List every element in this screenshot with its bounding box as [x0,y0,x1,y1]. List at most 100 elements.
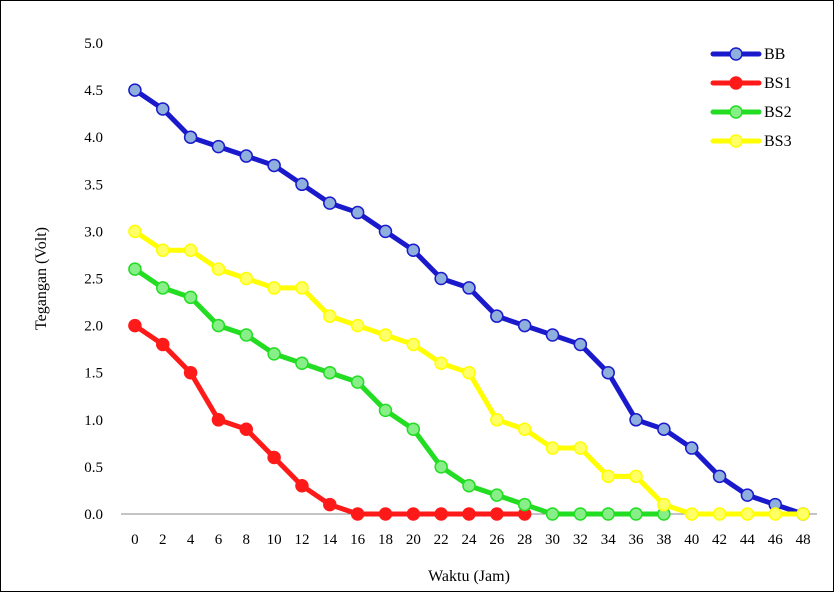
y-tick-label: 0.5 [84,460,103,476]
y-tick-label: 1.0 [84,413,103,429]
data-point-bs2 [128,262,142,276]
x-tick-label: 12 [294,532,309,548]
data-point-bs1 [156,337,170,352]
legend-label-bs3: BS3 [764,133,792,150]
data-point-bs3 [406,337,421,352]
data-point-bs3 [684,507,699,521]
data-point-bs3 [295,281,309,295]
data-point-bs2 [629,507,643,521]
x-tick-label: 4 [187,532,195,548]
data-point-bs1 [350,507,365,521]
legend-label-bb: BB [764,46,785,63]
x-tick-label: 2 [159,532,167,548]
data-point-bs3 [378,328,393,342]
data-point-bs1 [295,478,309,493]
data-point-bs2 [156,281,170,295]
data-point-bb [434,271,448,286]
legend-marker-bs3 [729,134,743,148]
data-point-bs1 [267,450,281,465]
data-point-bs2 [323,365,337,380]
data-point-bb [156,102,170,116]
y-tick-label: 3.5 [84,177,103,193]
data-point-bs3 [350,318,365,333]
data-point-bs3 [323,309,337,323]
x-tick-label: 26 [489,532,505,548]
x-tick-label: 44 [740,532,756,548]
data-point-bb [601,365,615,380]
data-point-bs3 [211,262,226,276]
x-tick-label: 48 [796,532,811,548]
x-tick-label: 46 [768,532,784,548]
data-point-bs1 [128,318,142,333]
x-tick-label: 32 [573,532,588,548]
data-point-bs2 [211,318,226,333]
y-tick-label: 1.5 [84,366,103,382]
data-point-bs2 [434,460,448,474]
legend-label-bs2: BS2 [764,104,792,121]
data-point-bb [573,337,588,352]
data-point-bb [657,422,671,436]
series-line-bb [132,87,806,517]
data-point-bb [545,328,560,342]
data-point-bs1 [183,365,198,380]
y-tick-label: 2.5 [84,272,103,288]
data-point-bs3 [796,507,810,521]
data-point-bb [740,488,755,502]
y-tick-label: 5.0 [84,36,103,52]
data-point-bs3 [128,224,142,239]
data-point-bb [406,243,421,257]
data-point-bs1 [462,507,476,521]
data-point-bs2 [517,497,532,512]
data-point-bs2 [295,356,309,371]
data-point-bs3 [490,413,504,427]
data-point-bb [211,139,226,154]
legend-marker-bb [729,47,743,61]
data-point-bs3 [601,469,615,484]
data-point-bb [128,83,142,97]
y-tick-label: 4.5 [84,83,103,99]
data-point-bs3 [573,441,588,455]
data-point-bb [712,469,727,484]
data-point-bb [239,149,254,163]
x-tick-label: 40 [684,532,699,548]
data-point-bs1 [239,422,254,436]
data-point-bs2 [545,507,560,521]
data-point-bs3 [545,441,560,455]
x-tick-label: 42 [712,532,727,548]
x-tick-label: 16 [350,532,366,548]
y-tick-label: 4.0 [84,130,103,146]
data-point-bb [267,158,281,173]
data-point-bs3 [183,243,198,257]
data-point-bs2 [183,290,198,305]
y-axis-title: Tegangan (Volt) [33,227,50,330]
data-point-bb [378,224,393,239]
data-point-bs2 [601,507,615,521]
x-tick-label: 22 [434,532,449,548]
data-point-bs1 [490,507,504,521]
data-point-bb [684,441,699,455]
x-tick-label: 8 [243,532,251,548]
data-point-bs3 [434,356,448,371]
x-tick-label: 34 [601,532,617,548]
x-tick-label: 30 [545,532,560,548]
data-point-bs3 [267,281,281,295]
data-point-bs3 [629,469,643,484]
data-point-bb [295,177,309,192]
data-point-bs2 [462,478,476,493]
data-point-bs3 [517,422,532,436]
legend-marker-bs1 [729,76,743,90]
y-tick-label: 3.0 [84,224,103,240]
x-tick-label: 10 [267,532,282,548]
data-point-bb [490,309,504,323]
x-tick-label: 38 [656,532,671,548]
x-tick-label: 18 [378,532,393,548]
data-point-bs3 [657,497,671,512]
data-point-bs3 [156,243,170,257]
data-point-bs3 [740,507,755,521]
y-tick-label: 2.0 [84,319,103,335]
data-point-bs3 [462,365,476,380]
data-point-bs1 [406,507,421,521]
x-tick-label: 28 [517,532,532,548]
data-point-bs3 [768,507,782,521]
